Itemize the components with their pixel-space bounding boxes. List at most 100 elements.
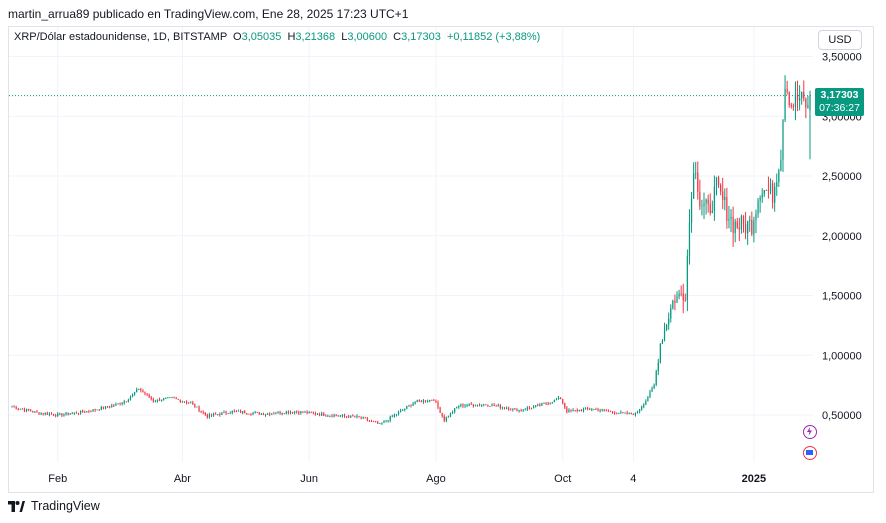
candle-body xyxy=(505,408,508,410)
candle xyxy=(277,411,279,414)
candle xyxy=(630,412,632,415)
candle-body xyxy=(765,190,767,191)
candle xyxy=(751,211,753,237)
candle-body xyxy=(595,409,597,410)
candle xyxy=(250,413,252,416)
candle xyxy=(790,102,792,109)
earnings-event-icon[interactable] xyxy=(803,446,817,460)
candle-body xyxy=(323,413,325,416)
candle xyxy=(316,412,319,416)
candle-body xyxy=(778,170,780,183)
candle xyxy=(364,416,366,419)
candle xyxy=(460,403,462,408)
candle-body xyxy=(699,192,701,207)
currency-button[interactable]: USD xyxy=(818,30,862,50)
candle-body xyxy=(129,396,132,400)
candle-body xyxy=(210,414,213,416)
candle xyxy=(343,413,346,418)
candle xyxy=(682,283,684,314)
candle xyxy=(227,413,229,415)
candle xyxy=(414,401,416,405)
candle xyxy=(219,412,221,417)
candle-body xyxy=(350,415,352,418)
candle xyxy=(765,189,767,191)
candle-body xyxy=(352,415,354,417)
candle xyxy=(171,396,173,399)
candle xyxy=(798,85,801,111)
open-label: O xyxy=(233,31,242,43)
candle-body xyxy=(678,293,680,297)
candle-body xyxy=(771,183,774,203)
candle-body xyxy=(86,411,88,413)
candle xyxy=(82,409,84,413)
candle xyxy=(578,409,580,412)
candle xyxy=(11,405,13,408)
last-price-badge: 3,17303 07:36:27 xyxy=(815,88,864,116)
candle xyxy=(335,414,337,417)
candle xyxy=(231,410,233,415)
candle-body xyxy=(439,407,441,413)
candle xyxy=(146,392,148,397)
candle-body xyxy=(98,409,100,411)
candle-body xyxy=(541,403,543,406)
candle xyxy=(776,173,778,196)
candle xyxy=(300,411,302,415)
candle xyxy=(497,403,499,407)
candle-body xyxy=(285,411,287,414)
lightning-event-icon[interactable] xyxy=(803,425,817,439)
candle xyxy=(167,397,169,399)
candle-body xyxy=(281,413,283,415)
candle xyxy=(100,405,102,411)
candle-body xyxy=(512,408,514,410)
candle-body xyxy=(713,186,716,211)
candle xyxy=(493,403,495,406)
candle xyxy=(641,405,643,411)
candle-body xyxy=(801,91,803,98)
candle-body xyxy=(196,406,198,408)
close-value: 3,17303 xyxy=(401,31,441,43)
candle-body xyxy=(61,413,63,416)
candle xyxy=(148,393,150,398)
candle xyxy=(406,405,408,410)
candle xyxy=(370,419,373,423)
candle-body xyxy=(566,407,568,413)
tradingview-logo-icon[interactable] xyxy=(8,500,25,512)
candle-body xyxy=(626,412,628,414)
candle-body xyxy=(262,413,265,416)
candle-body xyxy=(690,198,693,223)
brand-name[interactable]: TradingView xyxy=(31,499,100,513)
x-tick-label: Ago xyxy=(426,473,446,485)
candle-body xyxy=(372,421,375,422)
candle-body xyxy=(242,411,244,413)
candle xyxy=(468,403,470,407)
candle-body xyxy=(142,390,144,393)
candle-body xyxy=(572,409,574,411)
candle-body xyxy=(414,401,416,404)
candle xyxy=(179,399,181,403)
candle-body xyxy=(163,398,165,401)
y-tick-label: 3,50000 xyxy=(822,52,862,64)
candle-body xyxy=(782,119,784,160)
candle-body xyxy=(695,172,697,174)
candle-body xyxy=(356,416,358,418)
candle-body xyxy=(173,397,175,399)
candle xyxy=(595,407,597,410)
candle xyxy=(404,408,406,412)
candle xyxy=(279,410,281,415)
candle xyxy=(464,404,466,408)
candle xyxy=(79,410,82,415)
candle-body xyxy=(786,88,788,93)
candle-body xyxy=(44,413,46,415)
candle xyxy=(40,412,42,416)
candle-body xyxy=(641,406,643,410)
candle xyxy=(333,413,335,418)
candle xyxy=(121,401,123,406)
candle-body xyxy=(318,414,321,416)
candle-body xyxy=(287,411,290,414)
candle xyxy=(30,408,32,412)
candle-body xyxy=(487,404,489,406)
candle xyxy=(709,193,711,216)
candle xyxy=(165,397,167,400)
candle xyxy=(451,410,454,415)
